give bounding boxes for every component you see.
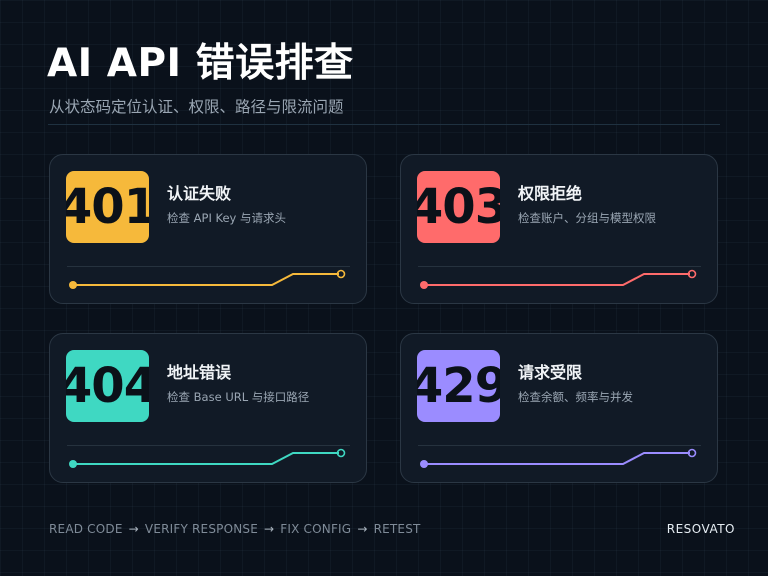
card-title: 地址错误 <box>167 363 232 382</box>
status-badge: 429 <box>417 350 500 422</box>
status-badge: 401 <box>66 171 149 243</box>
card-description: 检查余额、频率与并发 <box>518 390 633 404</box>
card-divider <box>418 266 701 267</box>
card-description: 检查 Base URL 与接口路径 <box>167 390 310 404</box>
circuit-trace-icon <box>420 269 697 289</box>
status-code: 404 <box>66 358 149 414</box>
circuit-trace-icon <box>420 448 697 468</box>
step-retest: RETEST <box>373 522 421 536</box>
circuit-trace-icon <box>69 269 346 289</box>
card-title: 请求受限 <box>518 363 583 382</box>
step-verify-response: VERIFY RESPONSE <box>144 522 259 536</box>
page-subtitle: 从状态码定位认证、权限、路径与限流问题 <box>49 98 344 116</box>
circuit-trace-icon <box>69 448 346 468</box>
error-card-429: 429 请求受限 检查余额、频率与并发 <box>400 333 718 483</box>
header-divider <box>48 124 720 125</box>
error-card-404: 404 地址错误 检查 Base URL 与接口路径 <box>49 333 367 483</box>
workflow-steps: READ CODE → VERIFY RESPONSE → FIX CONFIG → RET… <box>49 522 421 536</box>
arrow-right-icon: → <box>357 522 368 536</box>
brand-logo: RESOVATO <box>666 522 735 536</box>
card-title: 认证失败 <box>167 184 232 203</box>
step-fix-config: FIX CONFIG <box>280 522 352 536</box>
error-card-403: 403 权限拒绝 检查账户、分组与模型权限 <box>400 154 718 304</box>
status-code: 429 <box>417 358 500 414</box>
status-code: 403 <box>417 179 500 235</box>
arrow-right-icon: → <box>128 522 139 536</box>
status-badge: 404 <box>66 350 149 422</box>
card-description: 检查 API Key 与请求头 <box>167 211 287 225</box>
card-title: 权限拒绝 <box>518 184 583 203</box>
arrow-right-icon: → <box>264 522 275 536</box>
card-divider <box>67 266 350 267</box>
error-card-401: 401 认证失败 检查 API Key 与请求头 <box>49 154 367 304</box>
status-badge: 403 <box>417 171 500 243</box>
card-divider <box>418 445 701 446</box>
page-title: AI API 错误排查 <box>47 41 354 86</box>
card-description: 检查账户、分组与模型权限 <box>518 211 656 225</box>
card-divider <box>67 445 350 446</box>
status-code: 401 <box>66 179 149 235</box>
step-read-code: READ CODE <box>49 522 123 536</box>
